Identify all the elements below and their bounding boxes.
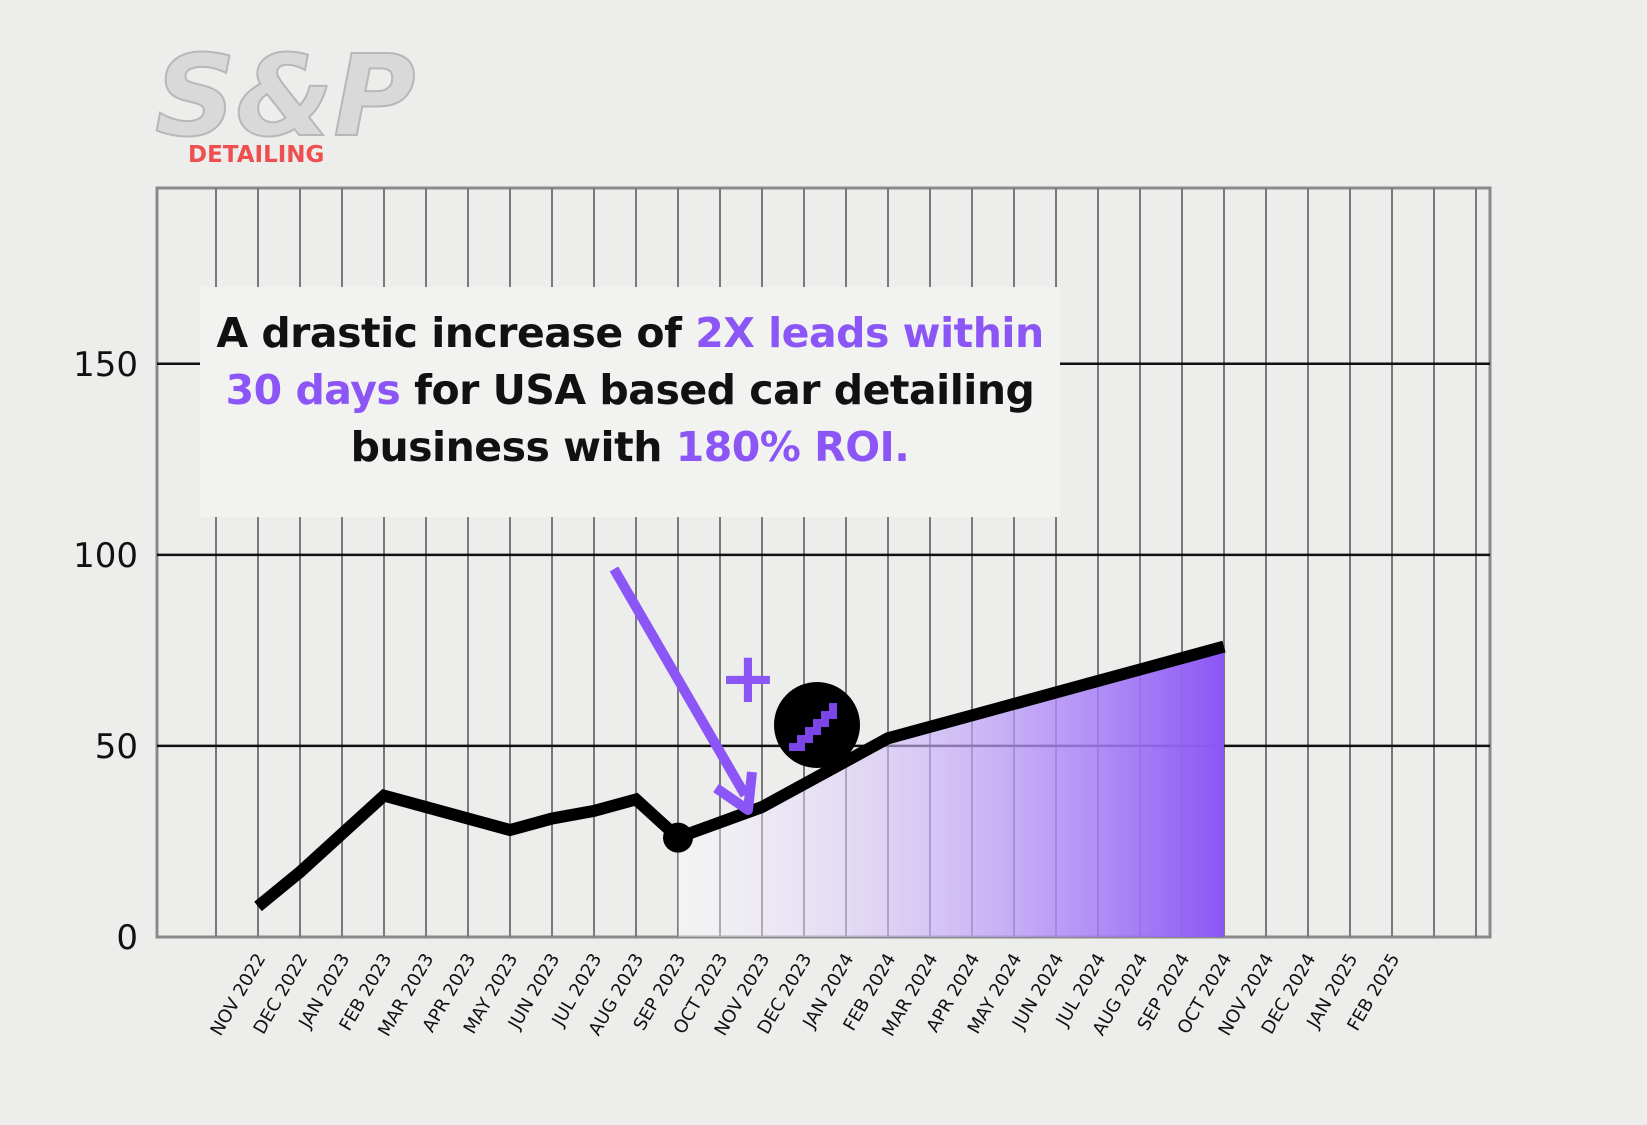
badge-pixel: [789, 743, 797, 751]
y-tick-label: 0: [116, 918, 138, 958]
badge-pixel: [797, 743, 805, 751]
logo: S&P DETAILING: [154, 31, 416, 168]
highlight-point: [663, 822, 693, 853]
logo-brand-text: S&P: [155, 32, 415, 162]
series-line: [254, 640, 1226, 912]
badge-pixel: [805, 735, 813, 743]
badge-pixel: [797, 735, 805, 743]
headline-part-1: A drastic increase of: [216, 309, 696, 357]
badge-pixel: [821, 719, 829, 727]
headline-part-2: for USA based car detailing business wit…: [350, 366, 1035, 471]
badge-pixel: [821, 711, 829, 719]
annotation-arrow-head: [713, 771, 757, 815]
area-fill: [678, 646, 1224, 937]
y-tick-label: 150: [73, 345, 138, 385]
headline-highlight-leads: 2X leads within 30 days: [225, 309, 1045, 414]
badge-pixel: [813, 727, 821, 735]
y-tick-label: 50: [95, 727, 138, 767]
badge-pixel: [813, 719, 821, 727]
logo-sub-text: DETAILING: [188, 142, 324, 168]
pixel-arrow-icon: [774, 682, 860, 768]
badge-pixel: [829, 703, 837, 711]
y-tick-label: 100: [73, 536, 138, 576]
badge-pixel: [805, 727, 813, 735]
annotation-arrow-shaft: [609, 566, 750, 798]
headline-callout: A drastic increase of 2X leads within 30…: [200, 287, 1060, 517]
badge-pixel: [829, 711, 837, 719]
headline-highlight-roi: 180% ROI.: [675, 423, 910, 471]
plus-icon: +: [719, 637, 778, 719]
